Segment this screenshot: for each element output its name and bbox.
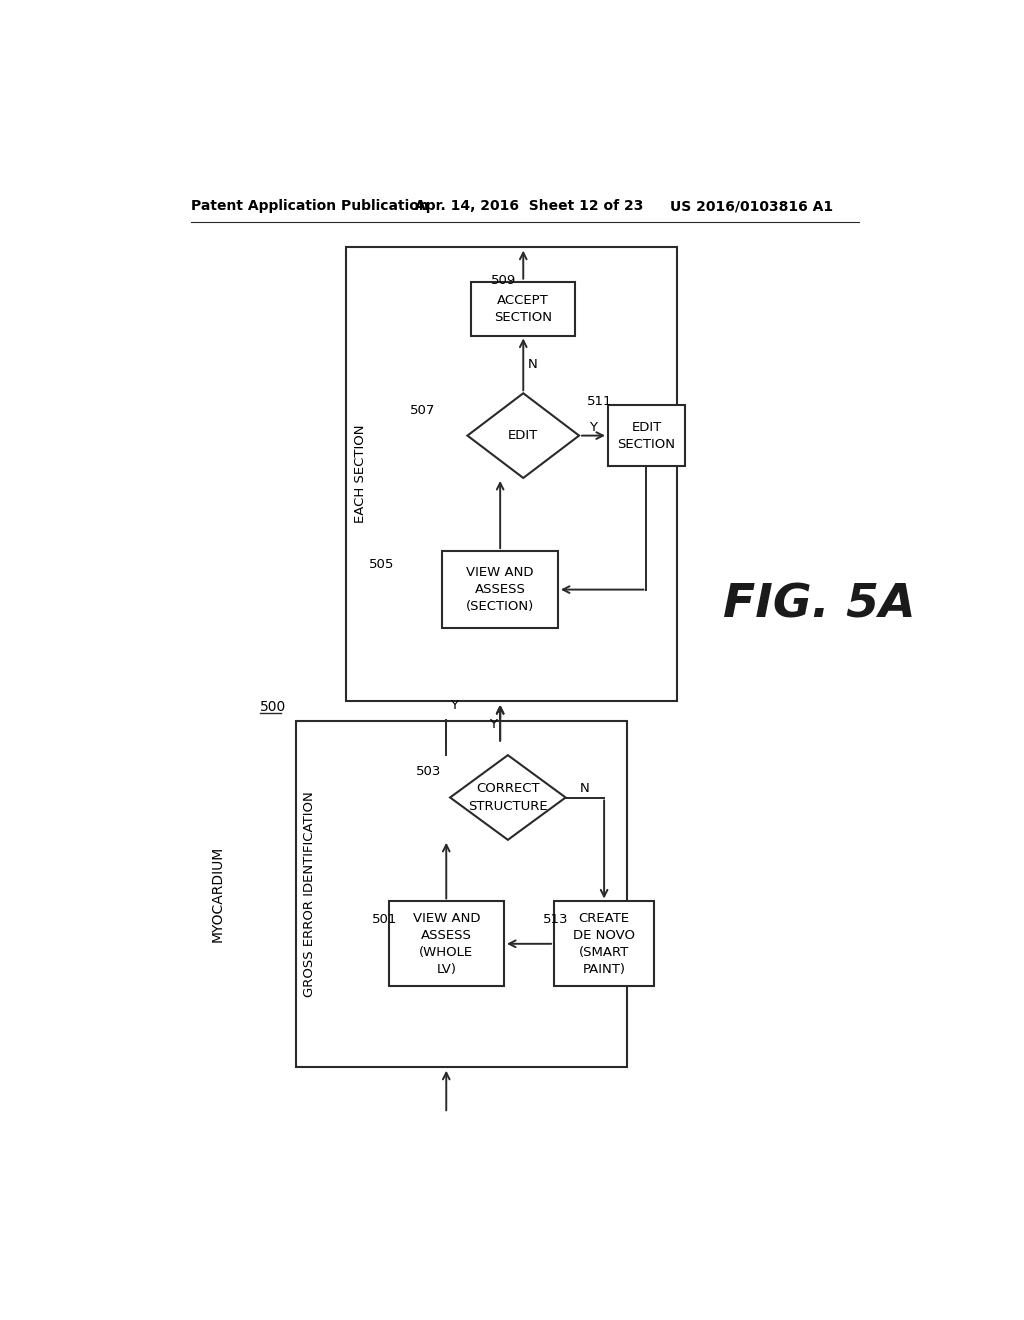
Text: CREATE
DE NOVO
(SMART
PAINT): CREATE DE NOVO (SMART PAINT) bbox=[573, 912, 635, 975]
Text: EDIT
SECTION: EDIT SECTION bbox=[617, 421, 676, 450]
Text: VIEW AND
ASSESS
(WHOLE
LV): VIEW AND ASSESS (WHOLE LV) bbox=[413, 912, 480, 975]
Text: EDIT: EDIT bbox=[508, 429, 539, 442]
Text: Y: Y bbox=[590, 421, 598, 434]
Text: US 2016/0103816 A1: US 2016/0103816 A1 bbox=[670, 199, 833, 213]
Text: EACH SECTION: EACH SECTION bbox=[353, 425, 367, 523]
Text: Y: Y bbox=[451, 698, 458, 711]
Bar bbox=[554, 902, 654, 986]
Text: 513: 513 bbox=[544, 912, 568, 925]
Text: Y: Y bbox=[489, 718, 498, 731]
Text: Patent Application Publication: Patent Application Publication bbox=[190, 199, 428, 213]
Bar bbox=[346, 247, 677, 701]
Text: Apr. 14, 2016  Sheet 12 of 23: Apr. 14, 2016 Sheet 12 of 23 bbox=[416, 199, 644, 213]
Text: 500: 500 bbox=[260, 700, 286, 714]
Text: 505: 505 bbox=[370, 558, 394, 572]
Bar bbox=[296, 721, 628, 1067]
Bar bbox=[608, 405, 685, 466]
Text: MYOCARDIUM: MYOCARDIUM bbox=[211, 846, 224, 942]
Text: 503: 503 bbox=[416, 764, 441, 777]
Text: ACCEPT
SECTION: ACCEPT SECTION bbox=[495, 293, 552, 323]
Text: N: N bbox=[528, 358, 538, 371]
Text: 507: 507 bbox=[410, 404, 435, 417]
Text: VIEW AND
ASSESS
(SECTION): VIEW AND ASSESS (SECTION) bbox=[466, 566, 535, 612]
Text: CORRECT
STRUCTURE: CORRECT STRUCTURE bbox=[468, 783, 548, 813]
Bar bbox=[442, 552, 558, 628]
Text: N: N bbox=[580, 781, 590, 795]
Text: 511: 511 bbox=[587, 395, 612, 408]
Text: 509: 509 bbox=[490, 273, 516, 286]
Text: FIG. 5A: FIG. 5A bbox=[724, 582, 916, 627]
Bar bbox=[471, 281, 575, 335]
Polygon shape bbox=[467, 393, 580, 478]
Text: 501: 501 bbox=[372, 912, 397, 925]
Text: GROSS ERROR IDENTIFICATION: GROSS ERROR IDENTIFICATION bbox=[303, 791, 316, 997]
Bar bbox=[388, 902, 504, 986]
Polygon shape bbox=[451, 755, 565, 840]
